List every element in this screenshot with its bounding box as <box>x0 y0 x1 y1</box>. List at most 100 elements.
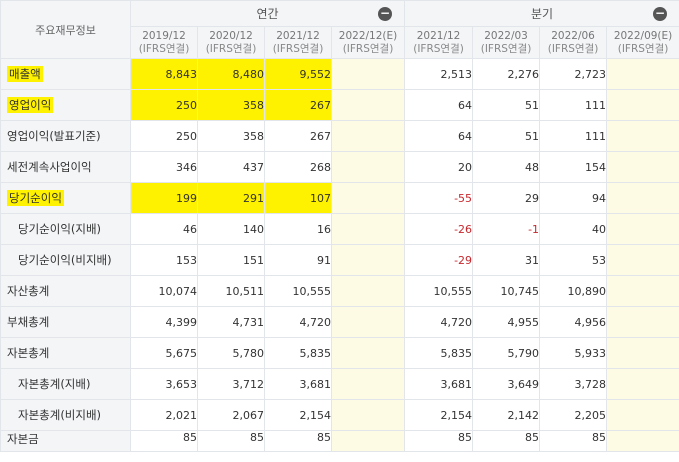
cell-value: -26 <box>454 222 473 236</box>
annual-value-cell: 3,712 <box>197 368 265 400</box>
quarter-value-cell: 111 <box>539 120 608 152</box>
row-label-text: 자본금 <box>7 432 39 446</box>
quarter-collapse-icon[interactable]: − <box>653 6 668 21</box>
annual-value-cell: 8,480 <box>197 58 265 90</box>
cell-value: 267 <box>310 95 331 115</box>
annual-value-cell: 85 <box>264 430 332 452</box>
table-row: 자본총계(비지배) 2,021 2,067 2,154 2,154 2,142 2,205 <box>0 399 679 431</box>
quarter-value-cell: 31 <box>472 244 541 276</box>
annual-value-cell: 358 <box>197 120 265 152</box>
period-label: 2022/03 <box>484 29 528 42</box>
annual-value-cell: 85 <box>197 430 265 452</box>
cell-value: 107 <box>310 188 331 208</box>
quarter-value-cell <box>606 368 679 400</box>
cell-value: 111 <box>585 98 607 112</box>
period-basis: (IFRS연결) <box>272 42 324 55</box>
row-label-text: 당기순이익(지배) <box>18 222 102 236</box>
annual-value-cell: 4,731 <box>197 306 265 338</box>
row-label: 당기순이익(비지배) <box>0 244 131 276</box>
quarter-period-header: 2021/12 (IFRS연결) <box>404 26 474 59</box>
cell-value: 48 <box>525 160 540 174</box>
cell-value: 64 <box>458 129 473 143</box>
period-basis: (IFRS연결) <box>138 42 190 55</box>
period-label: 2022/09(E) <box>613 29 673 42</box>
annual-value-cell: 358 <box>197 89 265 121</box>
annual-value-cell: 5,780 <box>197 337 265 369</box>
cell-value: 40 <box>592 222 607 236</box>
quarter-value-cell: 51 <box>472 120 541 152</box>
quarter-value-cell: 85 <box>472 430 541 452</box>
period-label: 2020/12 <box>209 29 253 42</box>
annual-value-cell <box>330 430 406 452</box>
cell-value: 358 <box>243 95 264 115</box>
table-row: 매출액 8,843 8,480 9,552 2,513 2,276 2,723 <box>0 58 679 90</box>
cell-value: 16 <box>317 222 331 236</box>
annual-value-cell: 10,555 <box>264 275 332 307</box>
quarter-value-cell <box>606 182 679 214</box>
table-row: 자본총계 5,675 5,780 5,835 5,835 5,790 5,933 <box>0 337 679 369</box>
table-row: 영업이익(발표기준) 250 358 267 64 51 111 <box>0 120 679 152</box>
row-label-text: 매출액 <box>7 66 43 82</box>
table-row: 당기순이익 199 291 107 -55 29 94 <box>0 182 679 214</box>
quarter-value-cell: 64 <box>404 89 474 121</box>
table-row: 당기순이익(비지배) 153 151 91 -29 31 53 <box>0 244 679 276</box>
cell-value: 3,649 <box>507 377 540 391</box>
row-label-text: 부채총계 <box>7 315 50 329</box>
annual-value-cell: 2,067 <box>197 399 265 431</box>
row-label-text: 세전계속사업이익 <box>7 160 92 174</box>
table-row: 자본금 85 85 85 85 85 85 <box>0 430 679 452</box>
quarter-value-cell: 2,276 <box>472 58 541 90</box>
cell-value: 85 <box>317 431 331 444</box>
annual-value-cell: 8,843 <box>130 58 198 90</box>
quarter-value-cell: -55 <box>404 182 474 214</box>
annual-value-cell: 107 <box>264 182 332 214</box>
quarter-value-cell: 29 <box>472 182 541 214</box>
cell-value: 250 <box>176 129 197 143</box>
row-label: 자본총계(지배) <box>0 368 131 400</box>
annual-value-cell: 9,552 <box>264 58 332 90</box>
annual-value-cell: 3,681 <box>264 368 332 400</box>
cell-value: 85 <box>183 431 197 444</box>
quarter-value-cell <box>606 120 679 152</box>
annual-value-cell <box>330 58 406 90</box>
quarter-value-cell: 2,142 <box>472 399 541 431</box>
quarter-value-cell <box>606 399 679 431</box>
quarter-value-cell: 4,720 <box>404 306 474 338</box>
period-label: 2022/06 <box>551 29 595 42</box>
quarter-value-cell: 20 <box>404 151 474 183</box>
table-row: 당기순이익(지배) 46 140 16 -26 -1 40 <box>0 213 679 245</box>
quarter-value-cell: 5,933 <box>539 337 608 369</box>
quarter-value-cell <box>606 89 679 121</box>
period-basis: (IFRS연결) <box>342 42 394 55</box>
annual-value-cell: 267 <box>264 89 332 121</box>
quarter-value-cell <box>606 213 679 245</box>
row-label: 매출액 <box>0 58 131 90</box>
period-label: 2022/12(E) <box>338 29 398 42</box>
cell-value: 4,720 <box>299 315 332 329</box>
cell-value: 8,843 <box>165 64 197 84</box>
cell-value: 3,681 <box>299 377 332 391</box>
annual-value-cell: 3,653 <box>130 368 198 400</box>
quarter-value-cell <box>606 58 679 90</box>
cell-value: 250 <box>176 95 197 115</box>
annual-value-cell <box>330 151 406 183</box>
row-label: 당기순이익 <box>0 182 131 214</box>
row-label: 자본금 <box>0 430 131 452</box>
quarter-value-cell: 10,890 <box>539 275 608 307</box>
row-label-text: 자본총계(비지배) <box>18 408 102 422</box>
annual-value-cell: 5,835 <box>264 337 332 369</box>
cell-value: 2,154 <box>299 408 332 422</box>
cell-value: 4,955 <box>507 315 540 329</box>
cell-value: 2,513 <box>440 67 473 81</box>
annual-collapse-icon[interactable]: − <box>378 6 393 21</box>
quarter-value-cell: -26 <box>404 213 474 245</box>
cell-value: 4,956 <box>574 315 607 329</box>
row-label-text: 당기순이익 <box>7 190 64 206</box>
quarter-value-cell: -29 <box>404 244 474 276</box>
annual-value-cell <box>330 182 406 214</box>
annual-period-header: 2020/12 (IFRS연결) <box>197 26 265 59</box>
cell-value: 85 <box>458 431 473 444</box>
cell-value: 2,723 <box>574 67 607 81</box>
row-label-text: 당기순이익(비지배) <box>18 253 112 267</box>
annual-value-cell: 16 <box>264 213 332 245</box>
